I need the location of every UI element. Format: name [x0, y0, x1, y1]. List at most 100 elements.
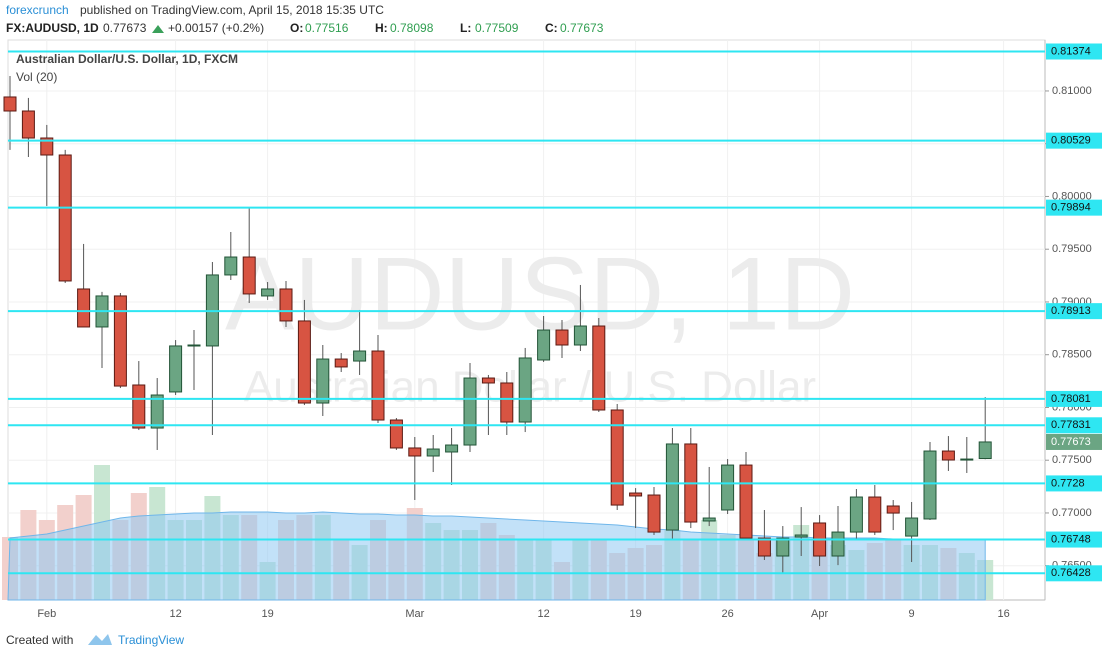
level-label: 0.76748 — [1051, 533, 1091, 545]
ohlc-label: O: — [290, 21, 303, 35]
candle-body — [721, 464, 735, 511]
candle-body — [316, 358, 330, 404]
candle-body — [647, 494, 661, 533]
level-label: 0.7728 — [1051, 477, 1085, 489]
published: published on TradingView.com, April 15, … — [80, 3, 384, 17]
candle-body — [21, 110, 35, 139]
candle-body — [500, 382, 514, 423]
candle-body — [537, 329, 551, 361]
candle-body — [169, 345, 183, 393]
candle-body — [389, 419, 403, 449]
ohlc-value: 0.78098 — [390, 21, 434, 35]
candle-body — [757, 537, 771, 557]
x-tick-label: 19 — [261, 608, 273, 620]
x-tick-label: 19 — [629, 608, 641, 620]
footer-created: Created with — [6, 633, 73, 647]
change: +0.00157 (+0.2%) — [168, 21, 264, 35]
y-tick-label: 0.81000 — [1052, 85, 1092, 97]
candle-body — [518, 357, 532, 423]
volume-legend: Vol (20) — [16, 70, 57, 84]
x-tick-label: 16 — [997, 608, 1009, 620]
x-tick-label: 12 — [537, 608, 549, 620]
candle-body — [629, 492, 643, 497]
level-label: 0.78913 — [1051, 305, 1091, 317]
candle-body — [445, 444, 459, 453]
level-tag — [1046, 199, 1102, 216]
candle-body — [941, 450, 955, 461]
candle-body — [776, 537, 790, 557]
up-arrow-icon — [152, 25, 164, 33]
candle-body — [886, 505, 900, 514]
x-tick-label: 12 — [169, 608, 181, 620]
candle-body — [592, 325, 606, 411]
level-label: 0.81374 — [1051, 45, 1091, 57]
level-tag — [1046, 475, 1102, 492]
last-price-label: 0.77673 — [1051, 436, 1091, 448]
footer-brand[interactable]: TradingView — [118, 633, 184, 647]
candle-body — [739, 464, 753, 539]
level-tag — [1046, 43, 1102, 60]
candle-body — [113, 295, 127, 387]
candle-body — [923, 450, 937, 520]
x-tick-label: 9 — [909, 608, 915, 620]
level-tag — [1046, 390, 1102, 407]
y-tick-label: 0.80000 — [1052, 190, 1092, 202]
level-label: 0.76428 — [1051, 567, 1091, 579]
level-tag — [1046, 531, 1102, 548]
ohlc-value: 0.77516 — [305, 21, 349, 35]
level-tag — [1046, 565, 1102, 582]
level-tag — [1046, 132, 1102, 149]
level-label: 0.80529 — [1051, 135, 1091, 147]
y-tick-label: 0.77000 — [1052, 507, 1092, 519]
candle-body — [868, 496, 882, 533]
candle-body — [665, 443, 679, 531]
last-price: 0.77673 — [103, 21, 147, 35]
candle-body — [481, 377, 495, 384]
level-label: 0.78081 — [1051, 393, 1091, 405]
candle-body — [831, 531, 845, 557]
candle-body — [334, 358, 348, 368]
level-tag — [1046, 303, 1102, 320]
ohlc-group: O: 0.77516 H: 0.78098 L: 0.77509 C: 0.77673 — [290, 21, 604, 35]
chart-legend: Australian Dollar/U.S. Dollar, 1D, FXCM — [16, 52, 238, 66]
candle-body — [610, 409, 624, 506]
candle-body — [58, 154, 72, 282]
candle-body — [279, 288, 293, 322]
candle-body — [3, 96, 17, 112]
volume-ma-area — [7, 511, 986, 601]
candle-body — [978, 441, 992, 460]
x-tick-label: Feb — [37, 608, 56, 620]
brand-logo — [88, 634, 112, 645]
x-tick-label: Mar — [405, 608, 424, 620]
candle-body — [150, 394, 164, 429]
candle-body — [371, 350, 385, 421]
candle-body — [242, 256, 256, 295]
candle-body — [573, 325, 587, 346]
y-tick-label: 0.77500 — [1052, 454, 1092, 466]
level-label: 0.77831 — [1051, 419, 1091, 431]
candle-body — [960, 458, 974, 461]
last-price-tag — [1046, 433, 1102, 450]
ohlc-label: H: — [375, 21, 388, 35]
candle-body — [77, 288, 91, 328]
candle-body — [555, 329, 569, 346]
y-tick-label: 0.79500 — [1052, 243, 1092, 255]
candle-body — [187, 344, 201, 347]
x-tick-label: 26 — [721, 608, 733, 620]
source[interactable]: forexcrunch — [6, 3, 69, 17]
ohlc-value: 0.77509 — [475, 21, 519, 35]
ohlc-value: 0.77673 — [560, 21, 604, 35]
candle-body — [297, 320, 311, 404]
candle-body — [702, 517, 716, 522]
levels: 0.81374 0.80529 0.79894 0.78913 0.78081 0.778… — [8, 43, 1102, 582]
candle-body — [849, 496, 863, 533]
candle-layer — [3, 75, 992, 573]
candle-body — [794, 534, 808, 538]
y-tick-label: 0.78500 — [1052, 349, 1092, 361]
symbol: FX:AUDUSD, 1D — [6, 21, 99, 35]
candle-body — [408, 447, 422, 457]
level-tag — [1046, 417, 1102, 434]
